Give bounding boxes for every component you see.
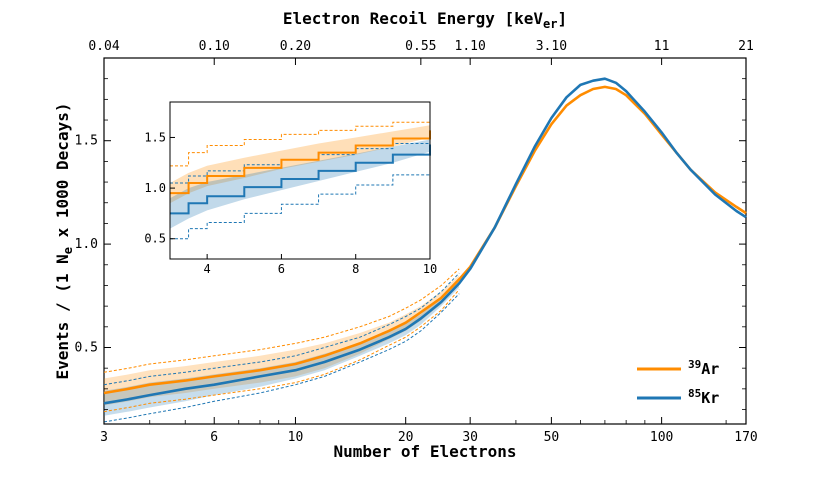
- dashed-lower-ar: [103, 289, 460, 413]
- inset-frame-bg: [170, 102, 430, 259]
- y-axis-title-rest: x 1000 Decays): [53, 103, 72, 248]
- legend-label-kr: 85Kr: [688, 387, 719, 407]
- x-tick-label: 170: [734, 430, 757, 445]
- data-series-lines: [103, 77, 747, 405]
- inset-x-tick-label: 10: [423, 262, 437, 276]
- y-axis-title-sub: e: [61, 247, 75, 254]
- top-tick-label: 0.04: [88, 39, 119, 54]
- y-tick-label: 1.5: [75, 134, 98, 149]
- x-tick-label: 20: [398, 430, 414, 445]
- x-tick-label: 50: [544, 430, 560, 445]
- inset-y-tick-label: 1.0: [144, 181, 166, 195]
- inset-dashed-lower-kr: [170, 162, 431, 240]
- inset-frame: [169, 101, 431, 260]
- top-tick-label: 21: [738, 39, 754, 54]
- legend: 39Ar 85Kr: [637, 358, 719, 407]
- inset-line-kr: [170, 144, 431, 215]
- uncertainty-bands: [104, 275, 460, 416]
- y-axis-title-main: Events / (1 N: [53, 254, 72, 379]
- legend-label-ar: 39Ar: [688, 358, 719, 378]
- inset-y-tick-label: 0.5: [144, 232, 166, 246]
- top-tick-label: 0.10: [199, 39, 230, 54]
- main-plot-frame: [103, 57, 747, 425]
- top-tick-label: 3.10: [536, 39, 567, 54]
- x-tick-label: 10: [288, 430, 304, 445]
- y-tick-label: 0.5: [75, 340, 98, 355]
- top-axis-title-main: Electron Recoil Energy [keV: [283, 9, 543, 28]
- legend-label-kr-sup: 85: [688, 387, 701, 400]
- top-axis-title: Electron Recoil Energy [keVer]: [283, 9, 567, 31]
- inset-plot: 4 6 8 10 0.5 1.0 1.5: [144, 101, 437, 276]
- axis-ticks: [103, 58, 747, 424]
- legend-label-ar-base: Ar: [701, 360, 719, 378]
- inset-x-tick-label: 4: [204, 262, 211, 276]
- inset-ticks: 4 6 8 10 0.5 1.0 1.5: [144, 130, 437, 276]
- x-tick-label: 3: [100, 430, 108, 445]
- inset-line-ar: [170, 130, 431, 195]
- top-axis-title-end: ]: [557, 9, 567, 28]
- inset-lines: [170, 130, 431, 215]
- inset-x-tick-label: 6: [278, 262, 285, 276]
- band-ar: [104, 275, 460, 406]
- inset-y-tick-label: 1.5: [144, 130, 166, 144]
- x-tick-label: 6: [210, 430, 218, 445]
- legend-label-kr-base: Kr: [701, 389, 719, 407]
- top-tick-label: 11: [654, 39, 670, 54]
- dashed-envelopes: [103, 268, 460, 423]
- inset-x-tick-label: 8: [352, 262, 359, 276]
- legend-label-ar-sup: 39: [688, 358, 701, 371]
- band-kr: [104, 279, 460, 416]
- y-axis-title: Events / (1 Ne x 1000 Decays): [53, 103, 75, 380]
- y-tick-label: 1.0: [75, 237, 98, 252]
- inset-dashed-upper-ar: [170, 119, 431, 167]
- x-tick-label: 100: [650, 430, 673, 445]
- axis-tick-labels: 3 6 10 20 30 50 100 170 0.04 0.10 0.20 0.55 1.10 3.10…: [75, 39, 758, 445]
- x-axis-title: Number of Electrons: [333, 442, 516, 461]
- x-tick-label: 30: [462, 430, 478, 445]
- top-axis-title-sub: er: [543, 17, 557, 31]
- top-tick-label: 0.55: [405, 39, 436, 54]
- dashed-upper-kr: [103, 272, 460, 386]
- dashed-lower-kr: [103, 293, 460, 423]
- series-line-kr: [103, 77, 747, 405]
- dashed-upper-ar: [103, 268, 460, 373]
- top-tick-label: 1.10: [455, 39, 486, 54]
- top-tick-label: 0.20: [280, 39, 311, 54]
